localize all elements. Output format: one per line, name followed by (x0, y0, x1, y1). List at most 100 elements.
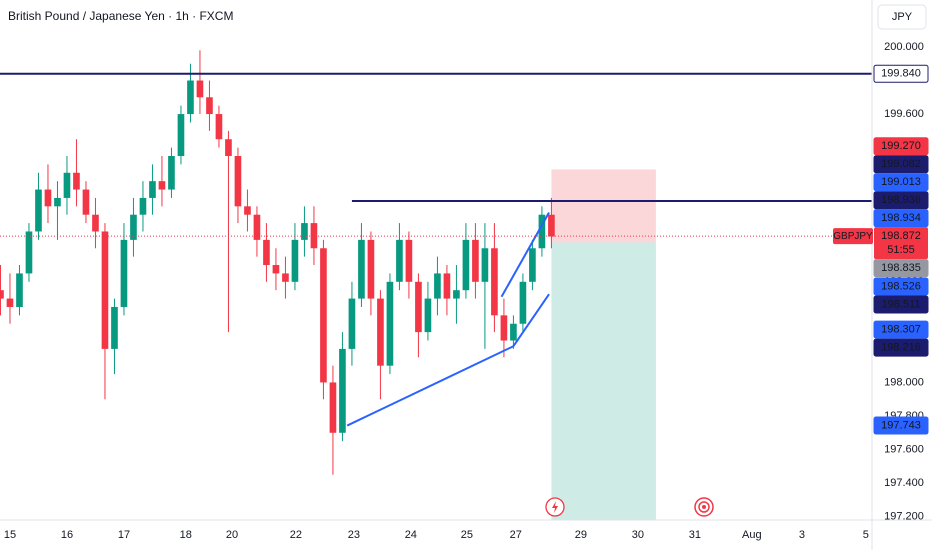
x-tick-label: 30 (632, 529, 644, 541)
x-tick-label: 15 (4, 529, 16, 541)
x-tick-label: Aug (742, 529, 762, 541)
candle-body (443, 273, 451, 299)
candle-body (453, 290, 460, 299)
price-badge (873, 259, 929, 278)
candle-body (415, 281, 422, 333)
currency-box[interactable] (877, 4, 927, 30)
candle-body (101, 231, 109, 349)
price-badge (873, 320, 929, 339)
candle-body (529, 248, 536, 282)
candle-body (244, 206, 251, 215)
price-badge (873, 295, 929, 314)
candle-body (339, 348, 346, 433)
candle-body (120, 239, 128, 307)
candle-body (481, 248, 489, 282)
price-badge-label: 199.013 (881, 176, 921, 188)
candle-body (500, 315, 508, 341)
countdown: 51:55 (887, 244, 915, 256)
candle-body (139, 197, 147, 215)
candle-body (405, 239, 413, 282)
candle-body (519, 281, 527, 324)
candle-body (329, 382, 337, 433)
x-tick-label: 5 (863, 529, 869, 541)
y-tick-label: 198.000 (884, 376, 924, 388)
price-badge (873, 155, 929, 174)
stop-zone (551, 169, 656, 243)
candle-body (225, 139, 232, 156)
candle-body (377, 298, 384, 366)
candle-body (44, 189, 52, 207)
candle-body (263, 239, 270, 266)
plot-area (0, 50, 872, 521)
candle-body (491, 248, 498, 316)
candle-body (177, 114, 185, 156)
candle-body (291, 239, 299, 282)
candle-body (63, 172, 71, 198)
candle-body (168, 156, 175, 190)
chart-title: British Pound / Japanese Yen · 1h · FXCM (8, 9, 233, 23)
candle-body (358, 239, 365, 299)
last-price-label: 198.872 (881, 230, 921, 242)
candle-body (348, 298, 356, 349)
x-tick-label: 23 (348, 529, 360, 541)
x-tick-label: 29 (575, 529, 587, 541)
last-price-badge (874, 227, 928, 260)
candle-body (187, 80, 194, 115)
candle-body (149, 181, 156, 198)
price-badge (873, 173, 929, 192)
x-tick-label: 18 (180, 529, 192, 541)
candle-body (0, 290, 4, 299)
candle-body (472, 239, 479, 282)
candle-body (548, 214, 555, 237)
price-badge-label: 197.743 (881, 419, 921, 431)
candle-body (462, 239, 470, 291)
x-tick-label: 16 (61, 529, 73, 541)
trend-line (346, 345, 514, 427)
symbol-label: GBPJPY (833, 231, 873, 242)
replay-icon[interactable] (545, 497, 565, 517)
trend-line (512, 293, 550, 347)
x-tick-label: 20 (226, 529, 238, 541)
candle-body (538, 214, 546, 249)
candle-body (253, 214, 261, 240)
candle-body (234, 156, 242, 207)
event-icon[interactable] (694, 497, 714, 517)
icon (702, 505, 706, 509)
candle-body (111, 306, 118, 349)
x-tick-label: 27 (510, 529, 522, 541)
candle-body (16, 273, 23, 307)
price-badge-label: 199.082 (881, 158, 921, 170)
y-tick-label: 200.000 (884, 41, 924, 53)
candle-body (424, 298, 432, 333)
x-tick-label: 25 (461, 529, 473, 541)
candle-body (434, 273, 441, 299)
candle-body (282, 273, 289, 282)
price-badge-label: 198.936 (881, 194, 921, 206)
x-tick-label: 3 (799, 529, 805, 541)
price-badge (873, 64, 929, 83)
candle-body (158, 181, 166, 190)
candle-body (130, 214, 137, 240)
candle-body (396, 239, 403, 282)
price-badge-label: 198.835 (881, 262, 921, 274)
y-tick-label: 197.200 (884, 511, 924, 523)
x-tick-label: 17 (118, 529, 130, 541)
x-tick-label: 24 (405, 529, 417, 541)
candle-body (82, 189, 90, 215)
price-badge (873, 416, 929, 435)
candle-body (386, 281, 394, 366)
y-tick-label: 197.400 (884, 477, 924, 489)
y-tick-label: 199.600 (884, 108, 924, 120)
x-tick-label: 31 (689, 529, 701, 541)
price-badge-label: 199.270 (881, 140, 921, 152)
candle-body (272, 265, 280, 274)
price-badge-label: 198.511 (882, 298, 921, 310)
price-badge (873, 137, 929, 156)
price-badge (873, 191, 929, 210)
candle-body (301, 223, 308, 240)
price-badge-label: 198.216 (881, 341, 921, 353)
candle-body (92, 214, 99, 232)
candle-body (196, 80, 204, 98)
candle-body (25, 231, 33, 274)
